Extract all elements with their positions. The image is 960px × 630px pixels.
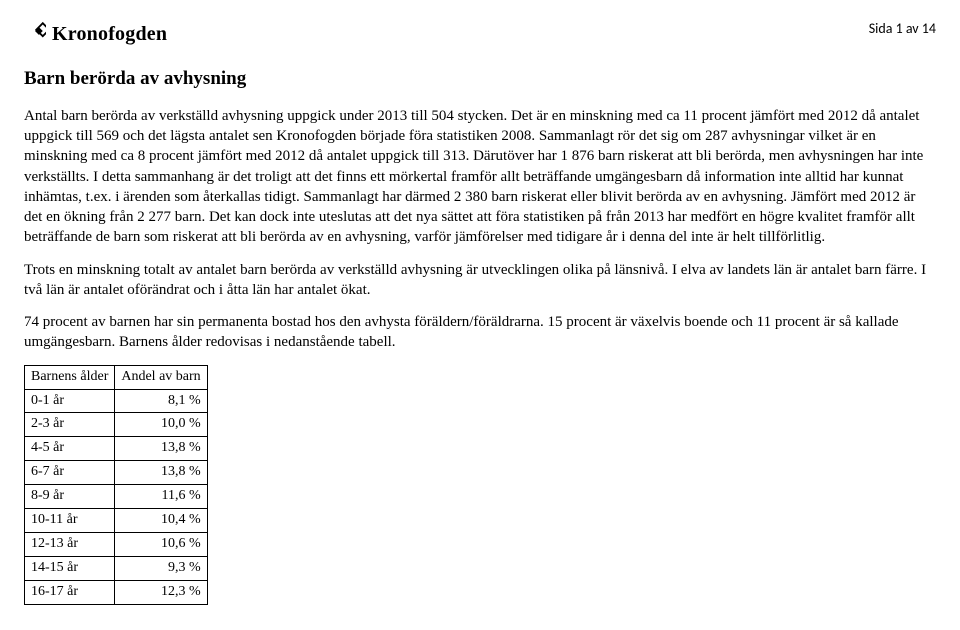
logo: Kronofogden xyxy=(24,20,167,48)
table-cell: 0-1 år xyxy=(25,389,115,413)
table-cell: 6-7 år xyxy=(25,461,115,485)
table-cell: 12-13 år xyxy=(25,532,115,556)
table-row: 2-3 år 10,0 % xyxy=(25,413,208,437)
table-cell: 14-15 år xyxy=(25,556,115,580)
table-cell: 8-9 år xyxy=(25,485,115,509)
page-title: Barn berörda av avhysning xyxy=(24,66,936,92)
logo-text: Kronofogden xyxy=(52,21,167,48)
table-cell: 12,3 % xyxy=(115,580,207,604)
table-row: 12-13 år 10,6 % xyxy=(25,532,208,556)
table-cell: 8,1 % xyxy=(115,389,207,413)
body-paragraph-3: 74 procent av barnen har sin permanenta … xyxy=(24,312,936,353)
page-number: Sida 1 av 14 xyxy=(869,20,936,39)
table-row: 0-1 år 8,1 % xyxy=(25,389,208,413)
table-cell: 16-17 år xyxy=(25,580,115,604)
logo-icon xyxy=(24,20,46,48)
table-cell: 13,8 % xyxy=(115,461,207,485)
table-row: 6-7 år 13,8 % xyxy=(25,461,208,485)
table-cell: 10,4 % xyxy=(115,508,207,532)
table-row: 8-9 år 11,6 % xyxy=(25,485,208,509)
table-col-header: Barnens ålder xyxy=(25,365,115,389)
body-paragraph-2: Trots en minskning totalt av antalet bar… xyxy=(24,260,936,301)
table-cell: 2-3 år xyxy=(25,413,115,437)
table-header-row: Barnens ålder Andel av barn xyxy=(25,365,208,389)
table-cell: 9,3 % xyxy=(115,556,207,580)
table-row: 14-15 år 9,3 % xyxy=(25,556,208,580)
table-cell: 11,6 % xyxy=(115,485,207,509)
table-cell: 10,6 % xyxy=(115,532,207,556)
page-header: Kronofogden Sida 1 av 14 xyxy=(24,20,936,48)
table-cell: 10,0 % xyxy=(115,413,207,437)
table-row: 10-11 år 10,4 % xyxy=(25,508,208,532)
table-cell: 10-11 år xyxy=(25,508,115,532)
table-cell: 4-5 år xyxy=(25,437,115,461)
age-distribution-table: Barnens ålder Andel av barn 0-1 år 8,1 %… xyxy=(24,365,208,605)
table-row: 16-17 år 12,3 % xyxy=(25,580,208,604)
table-row: 4-5 år 13,8 % xyxy=(25,437,208,461)
table-cell: 13,8 % xyxy=(115,437,207,461)
body-paragraph-1: Antal barn berörda av verkställd avhysni… xyxy=(24,106,936,248)
table-col-header: Andel av barn xyxy=(115,365,207,389)
